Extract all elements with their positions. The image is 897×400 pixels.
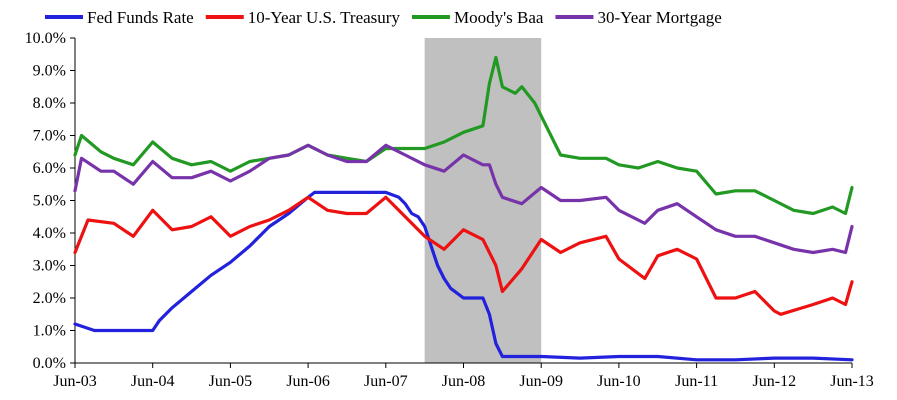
legend-label: Moody's Baa [454, 8, 544, 27]
y-tick-label: 1.0% [33, 323, 66, 340]
x-tick-label: Jun-11 [675, 373, 718, 390]
x-tick-label: Jun-09 [519, 373, 563, 390]
legend-item-fed-funds-rate: Fed Funds Rate [45, 8, 194, 27]
y-tick-label: 9.0% [33, 63, 66, 80]
legend-item-30-year-mortgage: 30-Year Mortgage [555, 8, 722, 27]
legend-label: 10-Year U.S. Treasury [248, 8, 401, 27]
series-line-moody-s-baa [73, 55, 854, 216]
x-tick-label: Jun-07 [364, 373, 408, 390]
y-tick-label: 5.0% [33, 193, 66, 210]
series-line-30-year-mortgage [73, 143, 854, 255]
axes: 0.0% 1.0% 2.0% 3.0% 4.0% 5.0% 6.0% 7.0% 8.0% 9.0%… [25, 30, 874, 390]
x-tick-label: Jun-06 [286, 373, 330, 390]
y-tick-label: 6.0% [33, 160, 66, 177]
legend-item-10-year-u-s-treasury: 10-Year U.S. Treasury [205, 8, 401, 27]
x-tick-label: Jun-13 [830, 373, 874, 390]
recession-band-layer [424, 38, 542, 363]
series-line-fed-funds-rate [73, 190, 854, 362]
x-tick-label: Jun-12 [753, 373, 797, 390]
legend-label: 30-Year Mortgage [597, 8, 721, 27]
legend: Fed Funds Rate 10-Year U.S. Treasury Moody… [45, 8, 722, 27]
recession-band [424, 38, 542, 363]
x-tick-label: Jun-08 [442, 373, 486, 390]
y-tick-label: 2.0% [33, 290, 66, 307]
y-tick-label: 0.0% [33, 355, 66, 372]
y-tick-label: 4.0% [33, 225, 66, 242]
x-tick-label: Jun-05 [209, 373, 253, 390]
y-tick-label: 10.0% [25, 30, 66, 47]
series-line-10-year-u-s-treasury [73, 195, 854, 316]
x-tick-label: Jun-03 [53, 373, 97, 390]
x-tick-label: Jun-10 [597, 373, 641, 390]
y-tick-label: 3.0% [33, 258, 66, 275]
legend-item-moody-s-baa: Moody's Baa [411, 8, 544, 27]
x-tick-label: Jun-04 [131, 373, 175, 390]
series-lines [73, 55, 854, 362]
y-tick-label: 8.0% [33, 95, 66, 112]
legend-label: Fed Funds Rate [87, 8, 194, 27]
y-tick-label: 7.0% [33, 128, 66, 145]
